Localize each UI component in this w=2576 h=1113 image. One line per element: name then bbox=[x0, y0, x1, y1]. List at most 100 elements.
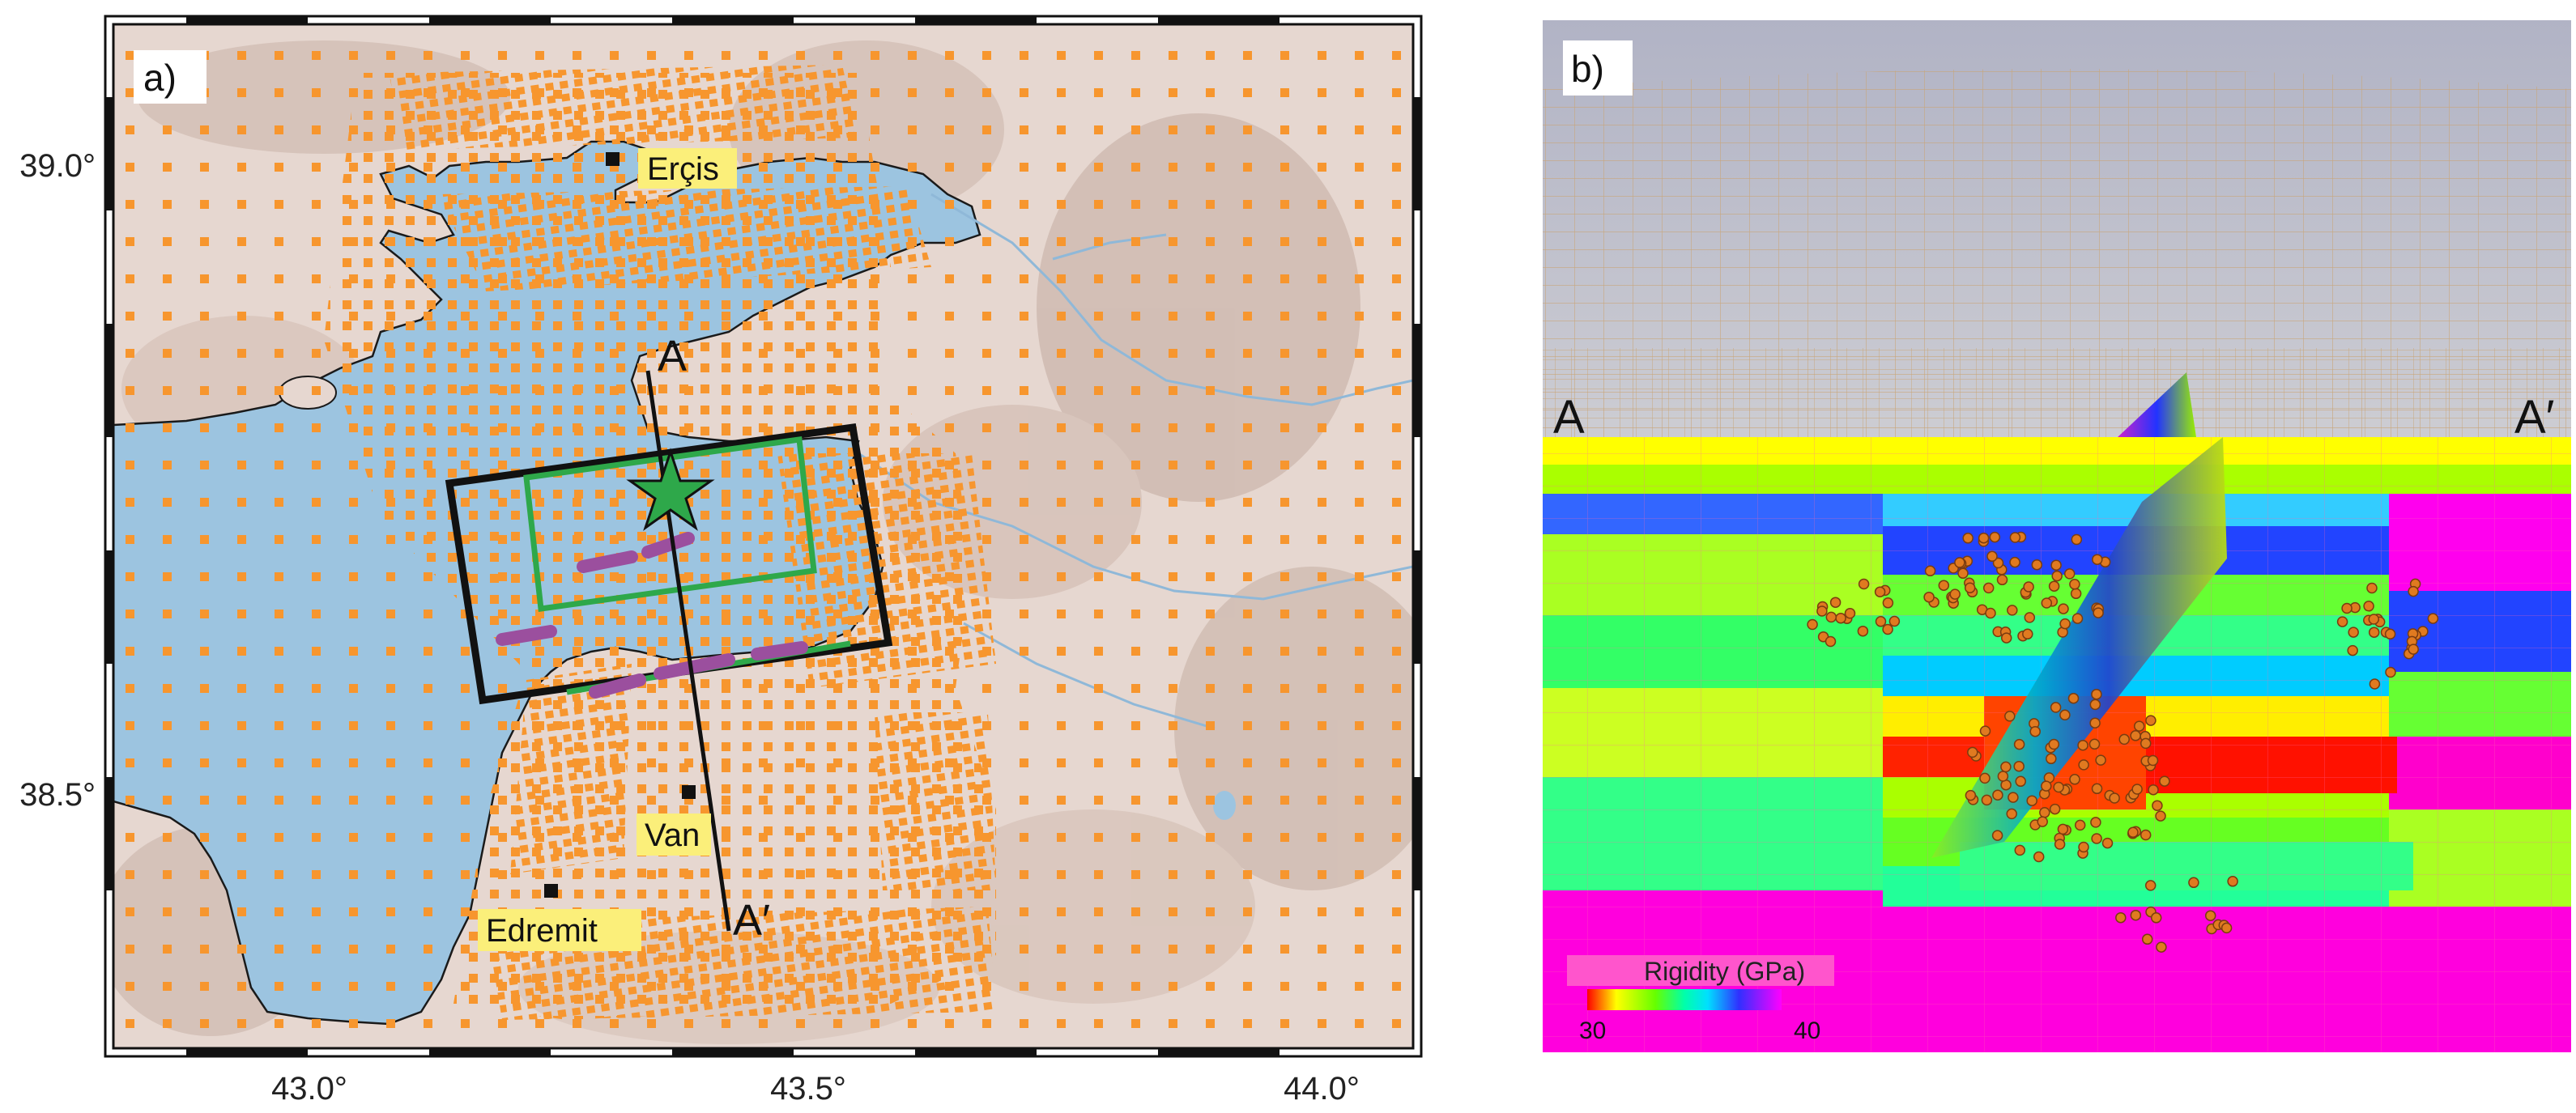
hypocenter-dot bbox=[1992, 789, 2003, 801]
panel-b-label-bg bbox=[1563, 40, 1633, 96]
hypocenter-dot bbox=[1829, 597, 1842, 608]
hypocenter-dot bbox=[1923, 591, 1935, 603]
hypocenter-dot bbox=[2058, 603, 2069, 614]
legend-max: 40 bbox=[1794, 1017, 1820, 1044]
hypocenter-dot bbox=[2089, 717, 2101, 729]
lon-tick-43-5: 43.5° bbox=[770, 1071, 846, 1107]
hypocenter-dot bbox=[2131, 784, 2143, 795]
profile-b-label-end: A′ bbox=[2514, 391, 2555, 444]
hypocenter-dot bbox=[2041, 780, 2052, 792]
hypocenter-dot bbox=[1964, 582, 1976, 593]
town-marker-edremit bbox=[544, 884, 558, 898]
hypocenter-dot bbox=[1991, 830, 2003, 841]
hypocenter-dot bbox=[2054, 839, 2066, 850]
hypocenter-dot bbox=[2368, 614, 2380, 625]
hypocenter-dot bbox=[2408, 644, 2419, 655]
hypocenter-dot bbox=[2000, 632, 2012, 644]
hypocenter-dot bbox=[2341, 602, 2352, 614]
profile-label-end: A′ bbox=[733, 896, 770, 945]
hypocenter-dot bbox=[2348, 627, 2359, 638]
hypocenter-dot bbox=[2130, 909, 2142, 921]
hypocenter-dot bbox=[2220, 922, 2233, 934]
hypocenter-dot bbox=[1824, 635, 1837, 648]
hypocenter-dot bbox=[1989, 531, 2001, 543]
hypocenter-dot bbox=[2024, 612, 2036, 623]
hypocenter-dot bbox=[2023, 581, 2034, 593]
hypocenter-cluster bbox=[1807, 531, 2439, 953]
grid-points bbox=[113, 24, 1413, 1048]
hypocenter-dot bbox=[2427, 613, 2439, 624]
hypocenter-dot bbox=[2037, 816, 2048, 827]
fault-plane-box bbox=[523, 436, 817, 612]
hypocenter-dot bbox=[2074, 819, 2086, 831]
hypocenter-dot bbox=[2026, 795, 2037, 806]
hypocenter-dot bbox=[2069, 579, 2080, 590]
hypocenter-dot bbox=[1954, 557, 1965, 568]
hypocenter-dot bbox=[1985, 607, 1996, 619]
epicenter-star bbox=[626, 448, 715, 531]
hypocenter-dot bbox=[1924, 565, 1936, 577]
hypocenter-dot bbox=[2188, 877, 2199, 889]
hypocenter-dot bbox=[2363, 601, 2374, 612]
hypocenter-dot bbox=[2140, 737, 2152, 750]
hypocenter-dot bbox=[1978, 532, 1990, 544]
place-label-van: Van bbox=[637, 814, 711, 856]
hypocenter-dot bbox=[2155, 810, 2166, 822]
hypocenter-dot bbox=[1997, 771, 2009, 782]
hypocenter-dot bbox=[2227, 876, 2238, 887]
hypocenter-dot bbox=[2059, 709, 2071, 721]
hypocenter-dot bbox=[2063, 568, 2076, 580]
hypocenter-dot bbox=[2130, 730, 2141, 741]
town-marker-ercis bbox=[606, 152, 620, 166]
place-label-edremit: Edremit bbox=[478, 909, 641, 951]
hypocenter-dot bbox=[1986, 550, 1998, 563]
hypocenter-dot bbox=[2078, 759, 2089, 771]
lat-tick-38-5: 38.5° bbox=[19, 777, 96, 813]
hypocenter-dot bbox=[2101, 837, 2114, 849]
hypocenter-dot bbox=[2127, 826, 2139, 839]
hypocenter-dot bbox=[2077, 739, 2088, 751]
hypocenter-dot bbox=[2039, 807, 2050, 818]
hypocenter-dot bbox=[2156, 941, 2167, 953]
hypocenter-dot bbox=[1844, 607, 1856, 619]
surface-mesh-near bbox=[1543, 348, 2571, 441]
hypocenter-dot bbox=[2109, 792, 2120, 804]
model-panel-b: Rigidity (GPa) 30 40 A A′ b) bbox=[1543, 20, 2571, 1052]
legend-colorbar bbox=[1587, 989, 1782, 1010]
panel-a-label: a) bbox=[143, 57, 177, 99]
hypocenter-dot bbox=[2015, 775, 2026, 788]
hypocenter-dot bbox=[1981, 794, 1993, 806]
hypocenter-dot bbox=[2071, 613, 2084, 624]
hypocenter-dot bbox=[2071, 533, 2083, 546]
hypocenter-dot bbox=[2091, 783, 2103, 795]
hypocenter-dot bbox=[2049, 803, 2061, 815]
fault-plane-secondary bbox=[2118, 372, 2196, 437]
fault-plane-main bbox=[1931, 437, 2227, 858]
hypocenter-dot bbox=[2008, 792, 2019, 803]
hypocenter-dot bbox=[2336, 616, 2348, 627]
profile-line bbox=[645, 370, 731, 932]
hypocenter-dot bbox=[2385, 666, 2396, 678]
hypocenter-dot bbox=[2144, 880, 2157, 891]
hypocenter-dot bbox=[2059, 618, 2071, 630]
hypocenter-dot bbox=[2091, 688, 2102, 700]
profile-b-label-start: A bbox=[1553, 391, 1585, 444]
hypocenter-dot bbox=[2050, 559, 2062, 571]
hypocenter-dot bbox=[1858, 578, 1870, 590]
place-name-edremit: Edremit bbox=[486, 913, 598, 949]
hypocenter-dot bbox=[2133, 720, 2145, 732]
hypocenter-dot bbox=[2090, 817, 2101, 828]
hypocenter-dot bbox=[2115, 911, 2127, 924]
hypocenter-dot bbox=[2006, 808, 2017, 820]
hypocenter-dot bbox=[1938, 580, 1950, 591]
legend-title: Rigidity (GPa) bbox=[1644, 957, 1805, 986]
hypocenter-dot bbox=[1996, 574, 2008, 586]
hypocenter-dot bbox=[2033, 851, 2045, 863]
hypocenter-dot bbox=[2089, 699, 2101, 711]
hypocenter-dot bbox=[1874, 586, 1886, 597]
hypocenter-dot bbox=[2069, 774, 2080, 785]
place-name-ercis: Erçis bbox=[647, 151, 719, 187]
hypocenter-dot bbox=[1816, 605, 1828, 617]
town-marker-van bbox=[682, 785, 696, 799]
